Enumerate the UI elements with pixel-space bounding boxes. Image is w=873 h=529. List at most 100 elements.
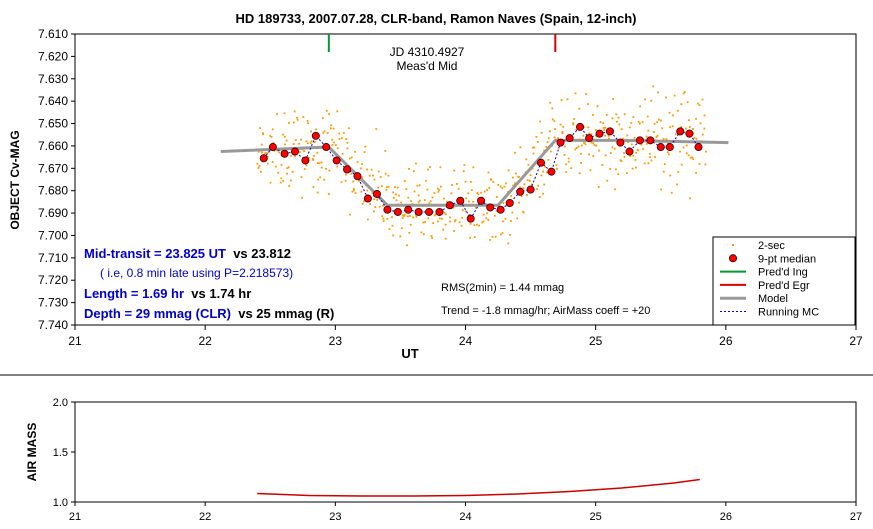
raw-point <box>663 163 666 166</box>
raw-point <box>381 185 383 188</box>
raw-point <box>443 197 445 200</box>
raw-point <box>689 197 692 200</box>
raw-point <box>427 217 430 220</box>
raw-point <box>632 116 635 118</box>
raw-point <box>375 128 378 130</box>
raw-point <box>560 99 563 102</box>
raw-point <box>353 188 355 190</box>
raw-point <box>294 139 297 141</box>
raw-point <box>629 155 632 158</box>
y-tick-label: 7.730 <box>38 296 68 310</box>
raw-point <box>689 156 692 159</box>
raw-point <box>601 164 604 166</box>
raw-point <box>282 133 285 136</box>
raw-point <box>611 117 614 120</box>
raw-point <box>626 134 629 137</box>
raw-point <box>670 191 673 194</box>
raw-point <box>701 133 704 136</box>
raw-point <box>615 168 617 171</box>
raw-point <box>346 147 349 150</box>
raw-point <box>617 116 620 119</box>
raw-point <box>667 153 670 156</box>
raw-point <box>685 152 688 155</box>
x-tick-label: 26 <box>719 334 733 348</box>
raw-point <box>347 127 350 130</box>
median-point <box>268 143 277 152</box>
raw-point <box>428 202 431 205</box>
raw-point <box>697 102 699 105</box>
raw-point <box>487 219 490 221</box>
raw-point <box>293 110 296 113</box>
y-tick-label: 7.610 <box>38 27 68 41</box>
raw-point <box>313 154 315 157</box>
raw-point <box>318 162 321 165</box>
raw-point <box>408 215 411 217</box>
median-point <box>526 185 535 194</box>
raw-point <box>526 194 528 196</box>
raw-point <box>330 124 332 127</box>
raw-point <box>557 146 560 149</box>
legend-frame <box>712 236 856 326</box>
raw-point <box>280 177 283 180</box>
raw-point <box>451 184 453 186</box>
legend-item: 9-pt median <box>729 253 816 265</box>
raw-point <box>695 117 697 120</box>
raw-point <box>618 123 621 126</box>
raw-point <box>408 231 411 234</box>
airmass-x-tick-label: 26 <box>720 511 732 523</box>
raw-point <box>274 165 277 168</box>
raw-point <box>630 122 633 124</box>
raw-point <box>306 142 309 145</box>
raw-point <box>463 164 466 166</box>
raw-point <box>320 161 323 164</box>
raw-point <box>361 176 364 179</box>
raw-point <box>705 150 707 153</box>
median-point <box>605 127 614 136</box>
raw-point <box>310 140 313 142</box>
raw-point <box>580 161 582 164</box>
annotation-mid-transit-compare: vs 23.812 <box>226 246 291 261</box>
raw-point <box>433 192 436 194</box>
raw-point <box>507 169 510 172</box>
raw-point <box>549 101 552 104</box>
raw-point <box>478 224 481 227</box>
raw-point <box>685 144 688 147</box>
raw-point <box>315 128 318 131</box>
raw-point <box>422 221 425 224</box>
raw-point <box>687 154 690 157</box>
x-tick-label: 22 <box>198 334 212 348</box>
median-point <box>259 154 268 163</box>
raw-point <box>271 128 274 131</box>
raw-point <box>578 172 581 175</box>
raw-point <box>628 126 631 129</box>
raw-point <box>559 123 562 126</box>
raw-point <box>494 235 497 238</box>
airmass-panel: 1.0 1.5 2.0 21 22 23 24 25 26 27 AIR MASS <box>25 397 862 523</box>
raw-point <box>572 122 575 125</box>
raw-point <box>698 162 701 165</box>
raw-point <box>266 155 269 158</box>
legend-item: Pred'd Ing <box>720 267 808 279</box>
y-tick-label: 7.640 <box>38 94 68 108</box>
raw-point <box>543 183 546 186</box>
legend-label: Running MC <box>758 307 819 319</box>
raw-point <box>420 231 423 234</box>
legend-item: Model <box>720 293 788 305</box>
raw-point <box>258 165 261 167</box>
raw-point <box>673 94 676 97</box>
raw-point <box>317 178 320 181</box>
raw-point <box>449 216 451 219</box>
raw-point <box>379 205 381 208</box>
raw-point <box>677 171 680 173</box>
raw-point <box>374 206 377 208</box>
raw-point <box>319 176 322 179</box>
raw-point <box>391 224 394 227</box>
raw-point <box>422 233 425 236</box>
raw-point <box>490 178 492 181</box>
raw-point <box>437 220 439 223</box>
raw-point <box>493 214 496 217</box>
raw-point <box>427 168 429 171</box>
raw-point <box>592 142 595 145</box>
raw-point <box>666 151 669 154</box>
raw-point <box>641 121 644 123</box>
